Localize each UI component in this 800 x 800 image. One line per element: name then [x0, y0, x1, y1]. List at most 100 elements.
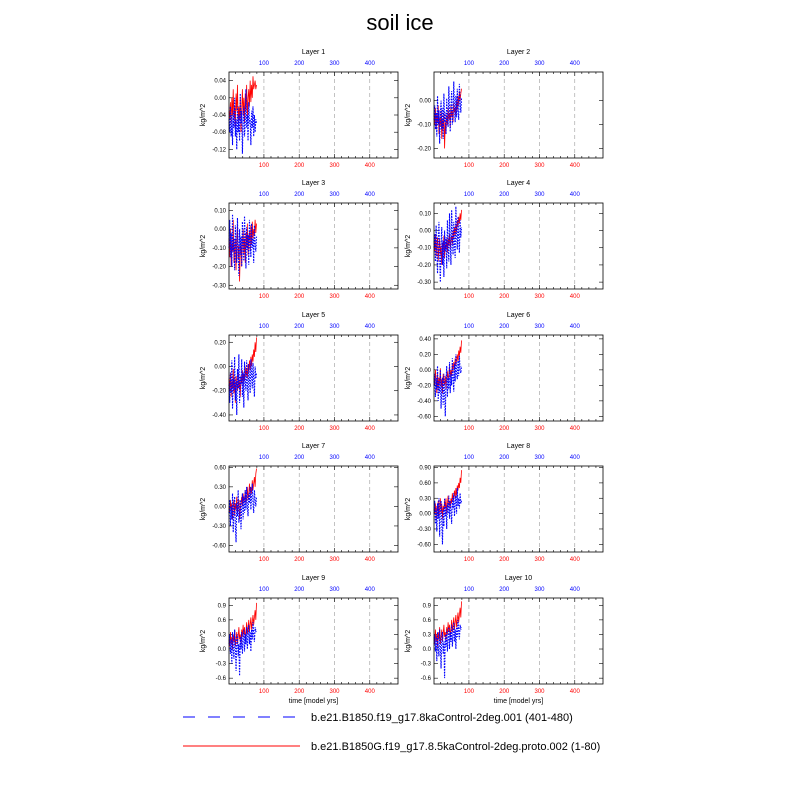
- top-xtick-label: 200: [499, 61, 510, 67]
- ytick-label: 0.40: [419, 337, 431, 343]
- top-xtick-label: 400: [570, 587, 581, 593]
- ytick-label: 0.20: [214, 340, 226, 346]
- bottom-xtick-label: 200: [499, 557, 510, 563]
- top-xtick-label: 300: [329, 324, 340, 330]
- bottom-xtick-label: 200: [499, 294, 510, 300]
- top-xtick-label: 200: [294, 61, 305, 67]
- ytick-label: 0.60: [214, 465, 226, 471]
- top-xtick-label: 200: [294, 587, 305, 593]
- top-xtick-label: 100: [259, 61, 270, 67]
- top-xtick-label: 400: [365, 192, 376, 198]
- ytick-label: 0.0: [423, 647, 432, 653]
- series-blue-line: [433, 354, 463, 417]
- y-axis-label: kg/m^2: [200, 367, 207, 389]
- ytick-label: 0.6: [423, 618, 432, 624]
- top-xtick-label: 300: [534, 455, 545, 461]
- panel-frame: [228, 597, 399, 685]
- series-blue-line: [228, 89, 258, 154]
- series-blue-line: [433, 206, 463, 283]
- panel-5: Layer 5 100 200 300 400 0.20 0.00 -0.20 -0.40 kg/…: [200, 312, 399, 432]
- bottom-xtick-label: 400: [365, 557, 376, 563]
- panel-title: Layer 4: [507, 180, 530, 187]
- panel-frame: [228, 334, 399, 422]
- ytick-label: -0.30: [212, 283, 226, 289]
- y-axis-label: kg/m^2: [200, 630, 207, 652]
- bottom-xtick-label: 100: [464, 557, 475, 563]
- series-red-line: [228, 76, 257, 133]
- x-axis-label: time [model yrs]: [494, 698, 543, 705]
- bottom-xtick-label: 300: [534, 557, 545, 563]
- y-axis-label: kg/m^2: [405, 104, 412, 126]
- y-axis-label: kg/m^2: [200, 104, 207, 126]
- ytick-label: -0.6: [216, 676, 227, 682]
- ytick-label: 0.90: [419, 466, 431, 472]
- top-xtick-label: 300: [534, 61, 545, 67]
- ytick-label: -0.30: [417, 527, 431, 533]
- ytick-label: -0.3: [216, 662, 227, 668]
- bottom-xtick-label: 300: [534, 163, 545, 169]
- ytick-label: -0.20: [417, 146, 431, 152]
- ytick-label: 0.00: [214, 227, 226, 233]
- bottom-xtick-label: 300: [534, 294, 545, 300]
- series-blue-line: [228, 214, 258, 276]
- bottom-xtick-label: 300: [329, 426, 340, 432]
- bottom-xtick-label: 200: [294, 163, 305, 169]
- y-axis-label: kg/m^2: [405, 498, 412, 520]
- top-xtick-label: 100: [464, 587, 475, 593]
- ytick-label: -0.40: [417, 399, 431, 405]
- bottom-xtick-label: 300: [534, 689, 545, 695]
- bottom-xtick-label: 400: [365, 294, 376, 300]
- panel-title: Layer 9: [302, 575, 325, 582]
- top-xtick-label: 100: [464, 455, 475, 461]
- bottom-xtick-label: 200: [294, 294, 305, 300]
- bottom-xtick-label: 400: [365, 426, 376, 432]
- panel-frame: [433, 202, 604, 290]
- bottom-xtick-label: 100: [259, 294, 270, 300]
- ytick-label: -0.20: [212, 389, 226, 395]
- bottom-xtick-label: 100: [259, 689, 270, 695]
- bottom-xtick-label: 100: [464, 294, 475, 300]
- panel-title: Layer 8: [507, 443, 530, 450]
- y-axis-label: kg/m^2: [200, 498, 207, 520]
- top-xtick-label: 400: [365, 587, 376, 593]
- bottom-xtick-label: 400: [570, 689, 581, 695]
- top-xtick-label: 100: [259, 192, 270, 198]
- bottom-xtick-label: 400: [365, 689, 376, 695]
- ytick-label: 0.00: [214, 96, 226, 102]
- bottom-xtick-label: 300: [329, 557, 340, 563]
- ytick-label: 0.20: [419, 352, 431, 358]
- top-xtick-label: 100: [259, 587, 270, 593]
- panel-9: Layer 9 100 200 300 400 0.9 0.6 0.3 0.0 -0.3 -0.6 k…: [200, 575, 399, 705]
- top-xtick-label: 200: [499, 192, 510, 198]
- bottom-xtick-label: 100: [259, 426, 270, 432]
- ytick-label: -0.10: [417, 246, 431, 252]
- panel-2: Layer 2 100 200 300 400 0.00 -0.10 -0.20 kg/m^2 1…: [405, 49, 604, 169]
- series-blue-line: [433, 81, 463, 144]
- bottom-xtick-label: 200: [294, 557, 305, 563]
- ytick-label: 0.0: [218, 647, 227, 653]
- top-xtick-label: 100: [259, 324, 270, 330]
- bottom-xtick-label: 100: [464, 689, 475, 695]
- panel-3: Layer 3 100 200 300 400 0.10 0.00 -0.10 -0.20 -0.…: [200, 180, 399, 300]
- top-xtick-label: 100: [259, 455, 270, 461]
- bottom-xtick-label: 400: [570, 557, 581, 563]
- ytick-label: -0.60: [417, 542, 431, 548]
- ytick-label: 0.00: [419, 99, 431, 105]
- series-blue-line: [433, 487, 463, 545]
- top-xtick-label: 400: [570, 455, 581, 461]
- top-xtick-label: 400: [570, 192, 581, 198]
- chart-title: soil ice: [366, 10, 434, 35]
- ytick-label: -0.6: [421, 676, 432, 682]
- ytick-label: -0.40: [212, 413, 226, 419]
- panel-title: Layer 3: [302, 180, 325, 187]
- y-axis-label: kg/m^2: [405, 235, 412, 257]
- bottom-xtick-label: 200: [499, 163, 510, 169]
- ytick-label: -0.30: [417, 280, 431, 286]
- bottom-xtick-label: 100: [259, 557, 270, 563]
- bottom-xtick-label: 300: [329, 689, 340, 695]
- panel-frame: [433, 597, 604, 685]
- bottom-xtick-label: 200: [294, 426, 305, 432]
- top-xtick-label: 300: [329, 61, 340, 67]
- bottom-xtick-label: 400: [570, 163, 581, 169]
